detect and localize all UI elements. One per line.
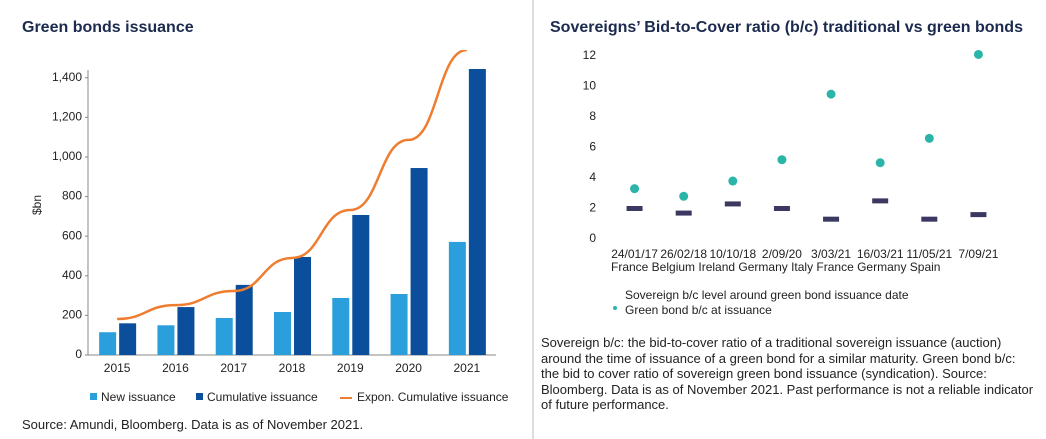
x-tick-label: 2017 [220, 361, 247, 375]
y-tick-label: 800 [62, 189, 82, 203]
dot-marker [973, 49, 983, 59]
x-tick-label: 7/09/21 [958, 247, 998, 261]
bar [215, 317, 233, 355]
source: Source: Amundi, Bloomberg. Data is as of… [22, 417, 364, 432]
bar [274, 312, 291, 355]
dot-marker [679, 191, 689, 201]
legend-label: Green bond b/c at issuance [625, 303, 772, 317]
y-tick-label: 0 [75, 347, 82, 361]
dash-marker [872, 198, 889, 204]
dash-marker [921, 216, 938, 222]
y-tick-label: 12 [583, 48, 597, 62]
dash-marker [823, 216, 840, 222]
dash-marker [724, 201, 741, 207]
x-tick-label: 24/01/17 [611, 247, 658, 261]
legend-swatch [613, 306, 617, 310]
y-tick-label: 6 [589, 140, 596, 154]
legend-label: Expon. Cumulative issuance [357, 390, 509, 404]
y-tick-label: 1,000 [52, 149, 82, 163]
dot-marker [875, 158, 885, 168]
legend-swatch [90, 393, 97, 400]
bar [352, 214, 370, 355]
x-tick-label: 2020 [395, 361, 422, 375]
y-tick-label: 1,400 [52, 70, 82, 84]
bar [332, 297, 350, 355]
chart-title: Green bonds issuance [22, 19, 194, 36]
bar [235, 284, 253, 355]
y-tick-label: 400 [62, 268, 82, 282]
y-tick-label: 1,200 [52, 110, 82, 124]
y-tick-label: 0 [589, 231, 596, 245]
x-tick-label: 10/10/18 [709, 247, 756, 261]
note: Sovereign b/c: the bid-to-cover ratio of… [541, 335, 1034, 412]
dash-marker [970, 212, 987, 218]
x-tick-label: 16/03/21 [857, 247, 904, 261]
x-tick-label: 2018 [279, 361, 306, 375]
dash-marker [773, 206, 790, 211]
bar [390, 294, 408, 355]
bar [294, 256, 311, 355]
legend-label: Sovereign b/c level around green bond is… [625, 288, 909, 302]
dot-marker [777, 155, 787, 165]
dot-marker [826, 89, 836, 99]
chart-title: Sovereigns’ Bid-to-Cover ratio (b/c) tra… [550, 19, 1023, 36]
dot-marker [728, 176, 738, 186]
y-tick-label: 2 [589, 201, 596, 215]
x-tick-label: 11/05/21 [906, 247, 952, 261]
legend-swatch [196, 393, 203, 400]
x-tick-label: 2019 [337, 361, 364, 375]
y-tick-label: 200 [62, 308, 82, 322]
bar [119, 323, 137, 355]
bar [99, 332, 117, 355]
x-tick-label: 2016 [162, 361, 189, 375]
bar [448, 241, 466, 355]
dot-marker [924, 133, 934, 143]
y-tick-label: 8 [589, 109, 596, 123]
legend-label: Cumulative issuance [207, 390, 318, 404]
y-tick-label: 10 [583, 79, 597, 93]
x-tick-label: 2/09/20 [762, 247, 802, 261]
bar [410, 168, 428, 355]
x-tick-label: 2021 [454, 361, 481, 375]
y-tick-label: 600 [62, 228, 82, 242]
dash-marker [626, 206, 643, 211]
x-tick-label: 3/03/21 [811, 247, 851, 261]
x-tick-label: 26/02/18 [660, 247, 707, 261]
x-tick-label: 2015 [104, 361, 131, 375]
dot-marker [630, 184, 640, 194]
countries: France Belgium Ireland Germany Italy Fra… [611, 260, 940, 274]
bar [468, 69, 486, 355]
dash-marker [675, 210, 692, 216]
y-axis-label: $bn [30, 195, 44, 215]
legend-label: New issuance [101, 390, 176, 404]
trend-line [117, 50, 468, 321]
bar [157, 325, 175, 355]
bar [177, 307, 195, 355]
y-tick-label: 4 [589, 170, 596, 184]
